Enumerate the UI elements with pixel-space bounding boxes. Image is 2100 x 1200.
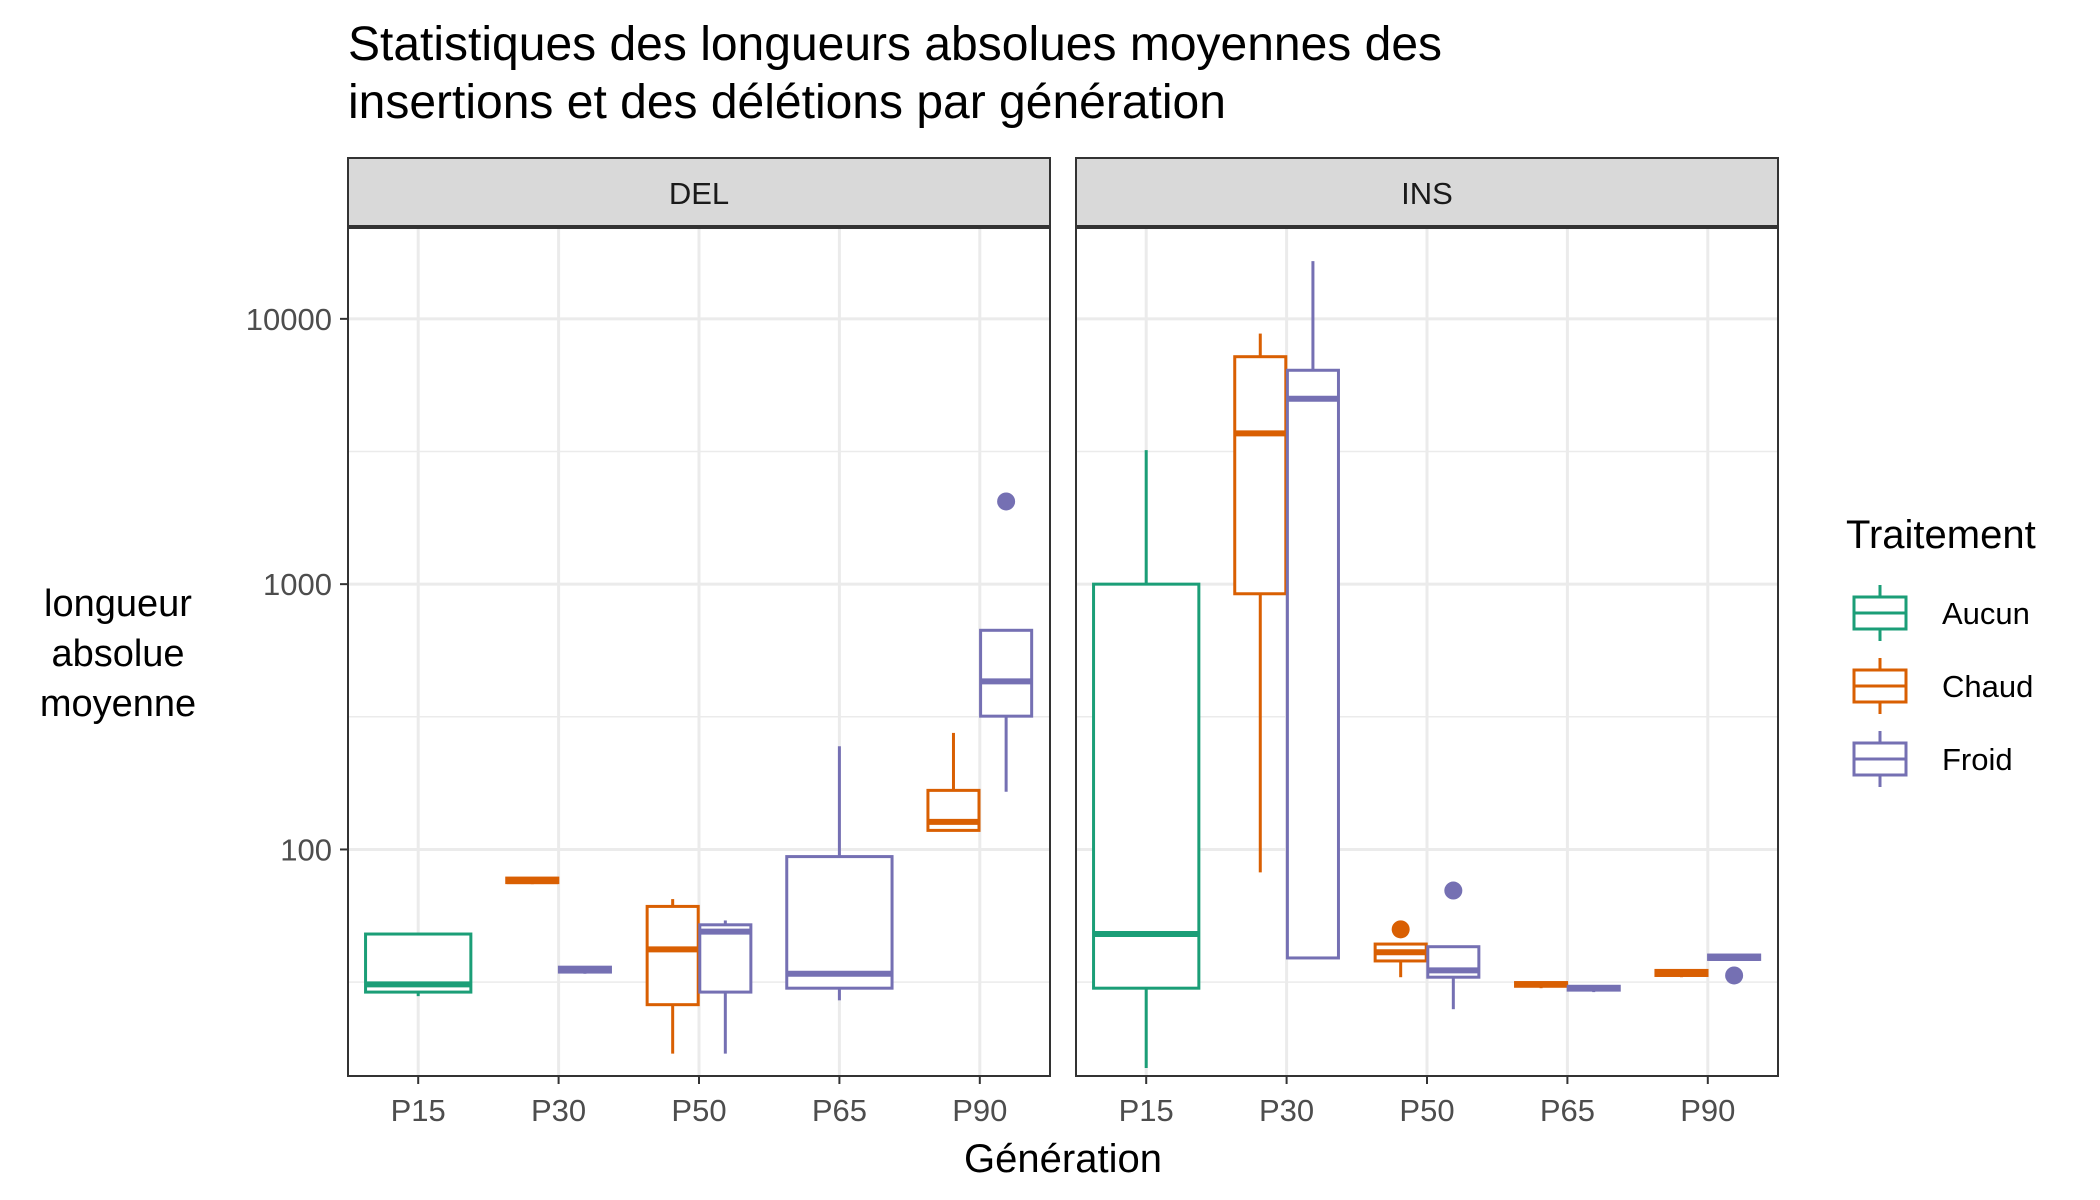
box-ins-P15-Aucun xyxy=(1092,450,1201,1069)
box-iqr xyxy=(1233,355,1288,596)
panel-del: DEL P15 P30 P50 P65 P90 xyxy=(347,157,1051,1128)
legend-item-Froid: Froid xyxy=(1852,731,2013,787)
chart-title-line-2: insertions et des délétions par générati… xyxy=(348,76,1226,129)
legend-title: Traitement xyxy=(1846,513,2036,557)
legend-label-Aucun: Aucun xyxy=(1942,596,2030,631)
box-ins-P90-Froid xyxy=(1707,953,1762,985)
x-tick-label-del-P30: P30 xyxy=(531,1093,586,1128)
panel-del-strip-label: DEL xyxy=(669,176,729,211)
x-tick-label-ins-P65: P65 xyxy=(1540,1093,1595,1128)
x-tick-label-ins-P15: P15 xyxy=(1119,1093,1174,1128)
y-axis-title-line-2: absolue xyxy=(51,633,184,675)
legend-item-Aucun: Aucun xyxy=(1852,585,2030,641)
box-iqr xyxy=(1285,368,1340,960)
box-iqr xyxy=(785,855,894,990)
outlier-point-0 xyxy=(1391,920,1410,939)
panel-ins-strip xyxy=(1075,157,1779,227)
legend-key-Chaud xyxy=(1852,658,1908,714)
box-del-P90-Chaud xyxy=(926,732,981,832)
chart-title-line-1: Statistiques des longueurs absolues moye… xyxy=(348,18,1442,71)
y-axis-title-line-3: moyenne xyxy=(40,683,196,725)
panel-ins: INS P15 P30 P50 P65 P90 xyxy=(1075,157,1779,1128)
box-iqr xyxy=(1092,582,1201,990)
box-iqr xyxy=(979,628,1034,718)
legend-label-Chaud: Chaud xyxy=(1942,669,2033,704)
legend-key-Aucun xyxy=(1852,585,1908,641)
panel-del-strip xyxy=(347,157,1051,227)
outlier-point-0 xyxy=(1725,966,1744,985)
box-ins-P65-Chaud xyxy=(1514,981,1569,989)
x-axis-title: Génération xyxy=(964,1137,1162,1181)
x-tick-label-del-P90: P90 xyxy=(952,1093,1007,1128)
box-ins-P90-Chaud xyxy=(1654,968,1709,978)
box-ins-P65-Froid xyxy=(1566,984,1621,993)
box-ins-P50-Froid xyxy=(1426,881,1481,1010)
y-axis-title: longueur absolue moyenne xyxy=(40,583,196,725)
panel-ins-boxes xyxy=(1092,261,1762,1069)
box-ins-P30-Chaud xyxy=(1233,333,1288,873)
x-tick-label-del-P50: P50 xyxy=(671,1093,726,1128)
y-axis-title-line-1: longueur xyxy=(44,583,192,625)
legend-label-Froid: Froid xyxy=(1942,742,2013,777)
box-del-P30-Chaud xyxy=(505,876,560,885)
x-tick-label-del-P65: P65 xyxy=(812,1093,867,1128)
y-tick-label-0: 100 xyxy=(280,832,332,867)
box-del-P50-Chaud xyxy=(645,899,700,1054)
x-tick-label-del-P15: P15 xyxy=(391,1093,446,1128)
outlier-point-0 xyxy=(1444,881,1463,900)
box-del-P50-Froid xyxy=(698,920,753,1054)
box-ins-P50-Chaud xyxy=(1373,920,1428,978)
y-tick-label-2: 10000 xyxy=(246,302,332,337)
panel-del-x-ticks: P15 P30 P50 P65 P90 xyxy=(391,1076,1007,1128)
y-axis-ticks: 100 1000 10000 xyxy=(246,302,348,867)
box-del-P90-Froid xyxy=(979,492,1034,792)
panel-del-boxes xyxy=(364,492,1034,1054)
panel-ins-x-ticks: P15 P30 P50 P65 P90 xyxy=(1119,1076,1735,1128)
x-tick-label-ins-P90: P90 xyxy=(1680,1093,1735,1128)
legend-key-Froid xyxy=(1852,731,1908,787)
legend-items: Aucun Chaud Froid xyxy=(1852,585,2033,787)
legend-item-Chaud: Chaud xyxy=(1852,658,2033,714)
x-tick-label-ins-P30: P30 xyxy=(1259,1093,1314,1128)
box-del-P30-Froid xyxy=(557,965,612,974)
box-del-P15-Aucun xyxy=(364,932,473,997)
box-ins-P30-Froid xyxy=(1285,261,1340,960)
box-iqr xyxy=(645,904,700,1007)
x-tick-label-ins-P50: P50 xyxy=(1399,1093,1454,1128)
box-iqr xyxy=(698,923,753,994)
box-del-P65-Froid xyxy=(785,746,894,1001)
panel-ins-strip-label: INS xyxy=(1401,176,1453,211)
y-tick-label-1: 1000 xyxy=(263,567,332,602)
legend: Traitement Aucun Chaud Froid xyxy=(1846,513,2036,787)
outlier-point-0 xyxy=(997,492,1016,511)
